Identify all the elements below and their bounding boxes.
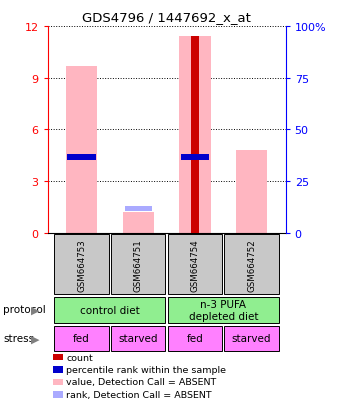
Text: n-3 PUFA
depleted diet: n-3 PUFA depleted diet [188,299,258,321]
Bar [168,326,222,351]
Bar [179,37,210,233]
Bar [125,207,152,211]
Text: fed: fed [73,333,90,344]
Text: GSM664751: GSM664751 [134,238,143,291]
Bar [54,326,109,351]
Text: ▶: ▶ [31,305,40,315]
Text: protocol: protocol [3,305,46,315]
Title: GDS4796 / 1447692_x_at: GDS4796 / 1447692_x_at [82,11,251,24]
Bar [67,155,96,160]
Bar [66,66,97,233]
Text: control diet: control diet [80,305,140,315]
Bar [168,297,279,323]
Text: starved: starved [232,333,271,344]
Bar [111,235,166,295]
Text: count: count [66,353,93,362]
Bar [236,151,267,233]
Text: stress: stress [3,334,35,344]
Text: GSM664753: GSM664753 [77,238,86,291]
Text: rank, Detection Call = ABSENT: rank, Detection Call = ABSENT [66,390,212,399]
Bar [54,297,166,323]
Text: ▶: ▶ [31,334,40,344]
Bar [111,326,166,351]
Bar [168,235,222,295]
Text: percentile rank within the sample: percentile rank within the sample [66,365,226,374]
Bar [181,155,209,160]
Bar [224,235,279,295]
Bar [191,37,199,233]
Text: value, Detection Call = ABSENT: value, Detection Call = ABSENT [66,377,217,387]
Bar [224,326,279,351]
Text: fed: fed [187,333,203,344]
Text: GSM664752: GSM664752 [247,238,256,291]
Text: starved: starved [119,333,158,344]
Bar [123,213,154,233]
Text: GSM664754: GSM664754 [190,238,200,291]
Bar [54,235,109,295]
